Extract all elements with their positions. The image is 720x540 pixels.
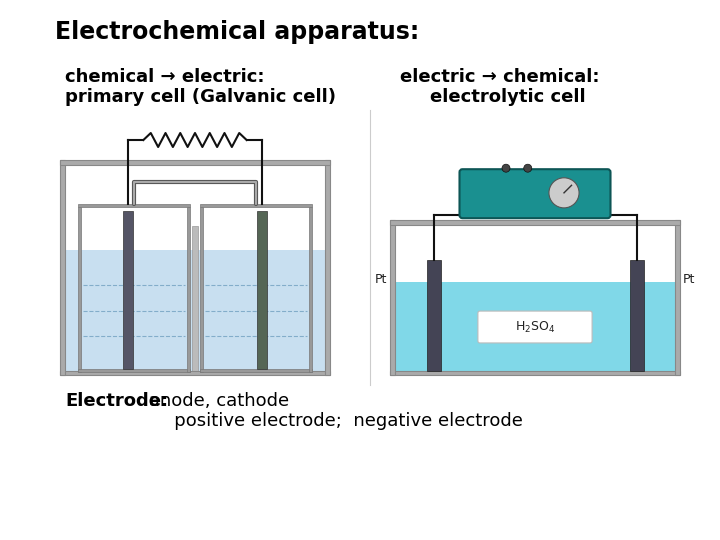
Bar bbox=[78, 204, 190, 207]
Text: electric → chemical:: electric → chemical: bbox=[400, 68, 600, 86]
Bar bbox=[390, 371, 680, 375]
Polygon shape bbox=[394, 282, 676, 371]
Bar bbox=[200, 207, 203, 372]
Polygon shape bbox=[63, 251, 327, 372]
Text: Pt: Pt bbox=[683, 273, 696, 286]
Bar bbox=[629, 260, 644, 371]
Text: Pt: Pt bbox=[374, 273, 387, 286]
Bar bbox=[309, 207, 312, 372]
Bar bbox=[200, 369, 312, 372]
Bar bbox=[60, 160, 330, 165]
Text: Electrode:: Electrode: bbox=[65, 392, 168, 410]
Circle shape bbox=[502, 164, 510, 172]
Bar bbox=[390, 220, 395, 375]
Text: primary cell (Galvanic cell): primary cell (Galvanic cell) bbox=[65, 88, 336, 106]
Text: positive electrode;  negative electrode: positive electrode; negative electrode bbox=[65, 412, 523, 430]
Circle shape bbox=[549, 178, 579, 208]
Bar bbox=[426, 260, 441, 371]
Bar bbox=[78, 207, 81, 372]
Circle shape bbox=[523, 164, 532, 172]
Text: H$_2$SO$_4$: H$_2$SO$_4$ bbox=[515, 320, 555, 335]
Text: anode, cathode: anode, cathode bbox=[143, 392, 289, 410]
Bar bbox=[675, 220, 680, 375]
Text: electrolytic cell: electrolytic cell bbox=[430, 88, 585, 106]
Bar bbox=[192, 226, 198, 372]
Bar bbox=[78, 369, 190, 372]
Bar bbox=[390, 220, 680, 225]
Text: Electrochemical apparatus:: Electrochemical apparatus: bbox=[55, 20, 419, 44]
Bar bbox=[187, 207, 190, 372]
Bar bbox=[200, 204, 312, 207]
FancyBboxPatch shape bbox=[459, 169, 611, 218]
Bar bbox=[123, 211, 133, 369]
Bar bbox=[60, 371, 330, 375]
Bar bbox=[60, 160, 65, 375]
FancyBboxPatch shape bbox=[478, 311, 592, 343]
Bar bbox=[256, 211, 266, 369]
Bar bbox=[325, 160, 330, 375]
Text: chemical → electric:: chemical → electric: bbox=[65, 68, 264, 86]
